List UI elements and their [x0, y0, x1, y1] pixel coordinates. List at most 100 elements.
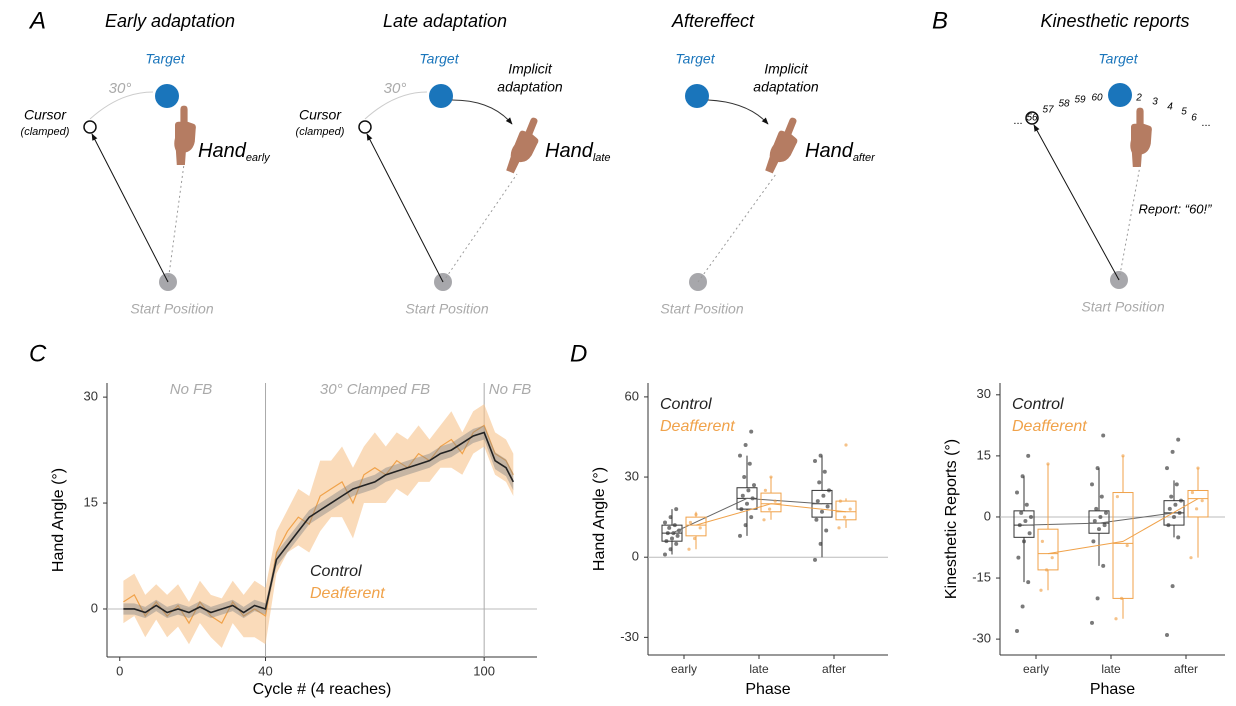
- x-tick-label: late: [1101, 662, 1121, 676]
- data-point: [814, 517, 819, 522]
- ellipsis: ...: [1201, 117, 1210, 129]
- angle-arc: [89, 91, 154, 120]
- panel-title: Kinesthetic reports: [1040, 11, 1189, 31]
- data-point: [1102, 523, 1107, 528]
- data-point: [813, 557, 817, 562]
- data-point: [738, 453, 742, 458]
- cursor: [358, 120, 372, 134]
- data-point: [668, 547, 673, 552]
- data-point: [742, 475, 747, 480]
- series-line: [123, 424, 514, 625]
- target-dot: [429, 84, 453, 108]
- data-point: [1167, 506, 1172, 511]
- data-point: [763, 488, 768, 493]
- y-tick-label: -15: [972, 569, 991, 584]
- implicit-label: Implicit: [764, 61, 809, 77]
- data-point: [746, 488, 751, 493]
- data-point: [1169, 494, 1174, 499]
- hand-path: [697, 173, 777, 283]
- data-point: [745, 501, 749, 506]
- data-point: [1015, 490, 1019, 495]
- target-label: Target: [419, 51, 459, 67]
- hand-word: Hand: [805, 140, 854, 162]
- legend-label: Deafferent: [310, 585, 385, 602]
- cursor: [83, 120, 97, 134]
- x-tick-label: after: [822, 662, 846, 676]
- target-dot: [1108, 83, 1132, 107]
- data-point: [688, 520, 693, 525]
- y-axis-label: Kinesthetic Reports (°): [943, 439, 960, 599]
- panel-letter: C: [29, 340, 47, 367]
- target-label: Target: [1098, 51, 1138, 67]
- y-tick-label: 15: [977, 447, 991, 462]
- data-point: [739, 507, 744, 512]
- scale-number: 6: [1191, 113, 1197, 124]
- cursor-note: (clamped): [21, 126, 70, 138]
- panel-letter: A: [28, 7, 46, 34]
- scale-number: 4: [1167, 102, 1173, 113]
- data-point: [773, 499, 777, 503]
- data-point: [1101, 563, 1106, 568]
- panel-letter: D: [570, 340, 587, 367]
- data-point: [1165, 633, 1169, 638]
- data-point: [1090, 482, 1094, 487]
- y-axis-label: Hand Angle (°): [591, 467, 608, 571]
- hand-icon: [174, 105, 196, 165]
- y-tick-label: -30: [972, 631, 991, 646]
- data-point: [1179, 498, 1183, 503]
- data-point: [1174, 482, 1179, 487]
- data-point: [1029, 514, 1033, 519]
- phase-label: No FB: [170, 381, 213, 398]
- data-point: [817, 480, 822, 485]
- y-tick-label: 15: [84, 494, 98, 509]
- data-point: [694, 512, 698, 517]
- data-point: [749, 515, 754, 520]
- data-point: [827, 488, 831, 493]
- mean-line: [1023, 512, 1175, 526]
- hand-subscript: early: [246, 152, 271, 164]
- data-point: [1095, 466, 1100, 471]
- target-dot: [685, 84, 709, 108]
- y-tick-label: -30: [620, 629, 639, 644]
- scale-number: 2: [1135, 93, 1142, 104]
- data-point: [674, 541, 679, 546]
- data-point: [743, 442, 748, 447]
- data-point: [1196, 466, 1200, 470]
- data-point: [675, 533, 680, 538]
- data-point: [1022, 539, 1026, 544]
- y-tick-label: 30: [84, 389, 98, 404]
- x-axis-label: Phase: [745, 681, 790, 698]
- data-point: [663, 520, 667, 525]
- scale-number: 58: [1058, 99, 1070, 110]
- hand-word: Hand: [198, 140, 247, 162]
- y-axis-label: Hand Angle (°): [50, 468, 67, 572]
- mean-line: [695, 503, 847, 526]
- data-point: [1172, 514, 1176, 519]
- data-point: [818, 541, 823, 546]
- data-point: [687, 547, 691, 551]
- implicit-label: Implicit: [508, 61, 553, 77]
- y-tick-label: 0: [984, 508, 991, 523]
- data-point: [1020, 474, 1025, 479]
- cursor-note: (clamped): [296, 126, 345, 138]
- data-point: [1114, 617, 1118, 621]
- data-point: [664, 539, 669, 544]
- data-point: [1120, 596, 1124, 601]
- x-tick-label: after: [1174, 662, 1198, 676]
- series-line: [123, 431, 515, 614]
- data-point: [674, 507, 679, 512]
- panel-title: Early adaptation: [105, 11, 235, 31]
- data-point: [1092, 519, 1097, 524]
- panel-title: Late adaptation: [383, 11, 507, 31]
- box: [685, 516, 707, 537]
- implicit-arrow: [707, 99, 769, 125]
- y-tick-label: 60: [625, 388, 639, 403]
- hand-label: Handlate: [545, 140, 611, 164]
- data-point: [1195, 507, 1199, 511]
- cursor-label: Cursor: [299, 107, 342, 123]
- data-point: [1165, 466, 1169, 471]
- data-point: [769, 475, 773, 479]
- x-axis-label: Cycle # (4 reaches): [253, 681, 392, 698]
- data-point: [743, 523, 748, 528]
